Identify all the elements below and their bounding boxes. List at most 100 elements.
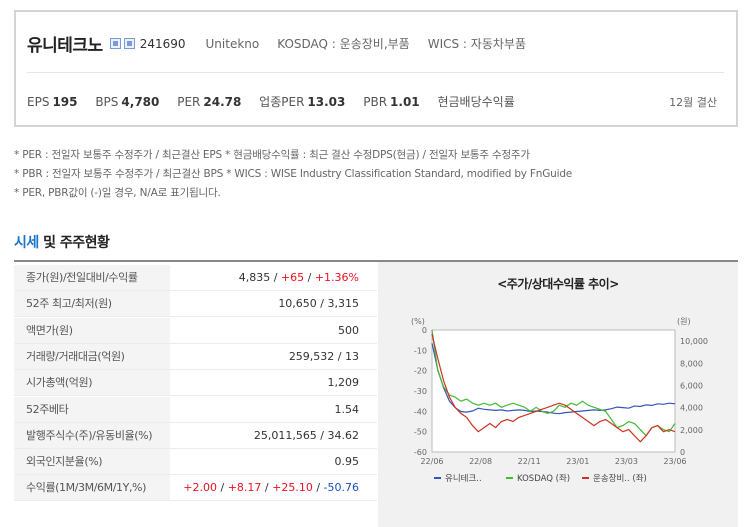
value-part: -50.76 (323, 481, 359, 495)
metric-eps: EPS 195 (27, 95, 78, 109)
row-label: 52주베타 (14, 396, 170, 422)
row-label: 시가총액(억원) (14, 370, 170, 396)
section-title-rest: 및 주주현황 (38, 235, 110, 251)
x-tick: 23/03 (615, 457, 638, 466)
row-value: 1.54 (335, 397, 360, 422)
y-right-tick: 0 (680, 448, 685, 457)
stock-type-icons (107, 38, 135, 49)
row-label: 액면가(원) (14, 317, 170, 343)
value-part: / (216, 481, 228, 495)
value-part: 10,650 / 3,315 (278, 297, 359, 311)
stock-type-icon (109, 38, 121, 49)
price-chart: (%) (원) 0 -10 -20 -30 -40 -50 -60 10,000 8,000 6,00… (411, 317, 708, 484)
row-label: 52주 최고/최저(원) (14, 291, 170, 317)
left-unit-label: (%) (411, 317, 425, 326)
row-value: 0.95 (335, 449, 360, 474)
stock-type-icon (123, 38, 135, 49)
row-label: 종가(원)/전일대비/수익률 (14, 265, 170, 290)
value-part: / (312, 481, 324, 495)
y-left-tick: -40 (414, 407, 427, 416)
value-part: 4,835 / (238, 271, 281, 284)
table-row: 거래량/거래대금(억원) 259,532 / 13 (14, 343, 377, 370)
row-label: 외국인지분율(%) (14, 449, 170, 475)
table-row: 발행주식수(주)/유동비율(%) 25,011,565 / 34.62 (14, 422, 377, 449)
y-left-tick: -50 (414, 428, 427, 437)
value-part: 25,011,565 / 34.62 (253, 428, 359, 442)
y-right-tick: 2,000 (680, 426, 703, 435)
y-left-tick: -60 (414, 448, 427, 457)
row-value: +2.00 / +8.17 / +25.10 / -50.76 (183, 475, 359, 500)
footnote: * PBR : 전일자 보통주 수정주가 / 최근결산 BPS * WICS :… (14, 168, 573, 180)
value-part: 0.95 (334, 455, 360, 469)
section-title: 시세 및 주주현황 (14, 232, 110, 252)
table-row: 52주베타 1.54 (14, 396, 377, 423)
table-row: 외국인지분율(%) 0.95 (14, 449, 377, 476)
x-tick: 22/11 (518, 457, 541, 466)
company-name: 유니테크노 (27, 36, 103, 56)
series-line-0 (431, 343, 676, 415)
value-part: 500 (338, 323, 359, 337)
header-divider (27, 72, 724, 73)
metrics-row: EPS 195 BPS 4,780 PER 24.78 업종PER 13.03 PBR 1… (27, 93, 532, 110)
footnote: * PER, PBR값이 (-)일 경우, N/A로 표기됩니다. (14, 187, 221, 199)
plot-area (431, 329, 676, 453)
y-right-tick: 8,000 (680, 359, 703, 368)
row-value: 25,011,565 / 34.62 (254, 423, 359, 448)
footnotes: * PER : 전일자 보통주 수정주가 / 최근결산 EPS * 현금배당수익… (14, 146, 572, 203)
value-part: +65 (280, 271, 305, 284)
value-part: +2.00 (183, 481, 217, 495)
right-unit-label: (원) (677, 317, 691, 326)
chart-panel: <주가/상대수익률 추이> (%) (원) 0 -10 -20 -30 -40 -50 -60 1… (378, 262, 738, 527)
y-right-tick: 4,000 (680, 404, 703, 413)
row-value: 500 (338, 318, 359, 343)
x-tick: 22/06 (420, 457, 443, 466)
x-tick: 23/06 (663, 457, 686, 466)
value-part: 259,532 / 13 (288, 349, 359, 363)
metric-per: PER 24.78 (177, 95, 242, 109)
market-sector: KOSDAQ : 운송장비,부품 (277, 37, 410, 51)
y-right-tick: 6,000 (680, 381, 703, 390)
table-row: 52주 최고/최저(원) 10,650 / 3,315 (14, 291, 377, 318)
company-header (14, 10, 738, 127)
table-row: 시가총액(억원) 1,209 (14, 370, 377, 397)
table-top-border (14, 260, 738, 262)
metric-industry-per: 업종PER 13.03 (259, 95, 346, 109)
metric-pbr: PBR 1.01 (363, 95, 420, 109)
settlement-month: 12월 결산 (669, 96, 717, 109)
value-part: 1,209 (327, 376, 360, 390)
y-right-tick: 10,000 (680, 337, 708, 346)
y-left-tick: -30 (414, 387, 427, 396)
table-row: 수익률(1M/3M/6M/1Y,%) +2.00 / +8.17 / +25.10… (14, 475, 377, 502)
value-part: +8.17 (227, 481, 262, 495)
value-part: +1.36% (314, 271, 359, 284)
y-left-tick: -20 (414, 367, 427, 376)
y-left-tick: 0 (422, 326, 427, 335)
price-info-table: 종가(원)/전일대비/수익률 4,835 / +65 / +1.36% 52주 최고… (14, 262, 377, 527)
legend-label: 운송장비.. (좌) (593, 473, 647, 484)
chart-title: <주가/상대수익률 추이> (497, 277, 619, 291)
section-title-highlight: 시세 (14, 235, 39, 251)
row-value: 10,650 / 3,315 (278, 291, 359, 316)
stock-code: 241690 (139, 36, 186, 51)
series-line-1 (431, 329, 676, 437)
value-part: +25.10 (272, 481, 313, 495)
x-tick: 22/08 (469, 457, 492, 466)
row-label: 거래량/거래대금(억원) (14, 343, 170, 369)
value-part: 1.54 (334, 402, 360, 416)
metric-bps: BPS 4,780 (95, 95, 160, 109)
company-title-row: 유니테크노 241690 Unitekno KOSDAQ : 운송장비,부품 W… (27, 31, 526, 56)
row-value: 259,532 / 13 (289, 344, 359, 369)
english-name: Unitekno (205, 36, 260, 51)
footnote: * PER : 전일자 보통주 수정주가 / 최근결산 EPS * 현금배당수익… (14, 149, 530, 161)
row-label: 발행주식수(주)/유동비율(%) (14, 422, 170, 448)
wics-sector: WICS : 자동차부품 (427, 37, 526, 51)
value-part: / (304, 271, 315, 284)
row-value: 4,835 / +65 / +1.36% (239, 265, 359, 290)
row-value: 1,209 (328, 370, 360, 395)
row-label: 수익률(1M/3M/6M/1Y,%) (14, 475, 170, 501)
table-row: 액면가(원) 500 (14, 317, 377, 344)
table-row: 종가(원)/전일대비/수익률 4,835 / +65 / +1.36% (14, 265, 377, 291)
legend-label: KOSDAQ (좌) (517, 474, 570, 484)
series-line-2 (431, 333, 676, 443)
y-left-tick: -10 (414, 346, 427, 355)
